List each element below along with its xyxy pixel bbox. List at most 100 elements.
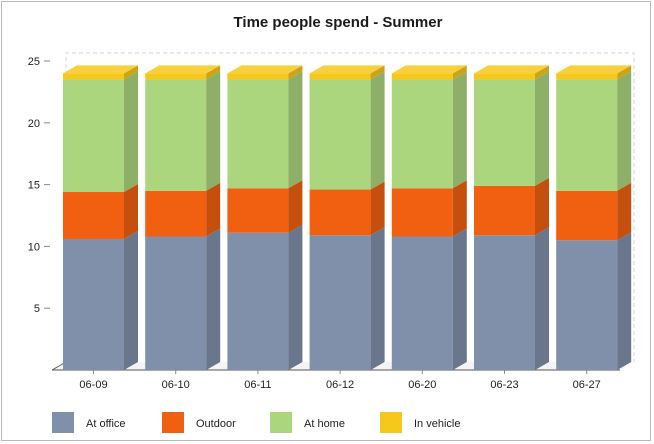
bar-side — [617, 65, 632, 80]
bar-front — [227, 73, 289, 80]
bar-front — [63, 79, 124, 193]
bar-top — [391, 65, 467, 74]
bar-front — [63, 73, 124, 80]
bar-side — [617, 71, 632, 191]
bar-segment — [474, 177, 549, 236]
bar-segment — [227, 224, 303, 370]
bar-side — [288, 71, 303, 189]
y-tick-label: 20 — [28, 118, 40, 130]
x-tick-label: 06-23 — [490, 379, 518, 391]
bar-side — [124, 65, 138, 80]
bar-front — [474, 235, 535, 370]
bar-segment — [391, 71, 467, 189]
bar-side — [206, 182, 221, 237]
bar-segment — [309, 65, 385, 80]
bar-front — [309, 79, 371, 190]
bar-front — [227, 79, 289, 189]
bar-side — [452, 180, 467, 237]
bar-side — [206, 228, 221, 370]
bar-side — [535, 177, 549, 236]
legend-swatch — [52, 412, 74, 433]
bar-front — [391, 79, 453, 189]
bar-segment — [391, 65, 467, 80]
bar-front — [145, 79, 207, 191]
bar-segment — [227, 180, 303, 233]
bar-side — [124, 184, 138, 239]
bar-front — [145, 73, 207, 80]
bar-side — [535, 227, 549, 370]
bar-segment — [474, 227, 549, 370]
bar-segment — [227, 65, 303, 80]
bar-segment — [145, 65, 221, 80]
plot-area: 5 10 15 20 25 06-09 06-10 06-11 06-12 06-20 06-23 0… — [28, 52, 635, 391]
bar-top — [474, 65, 549, 74]
legend-label: At office — [86, 418, 126, 430]
bar-side — [370, 227, 385, 370]
bar-side — [617, 232, 632, 370]
bar-segment — [63, 230, 138, 370]
bar-side — [370, 71, 385, 190]
bar-segment — [391, 180, 467, 237]
x-tick-label: 06-20 — [408, 379, 436, 391]
bar-segment — [145, 71, 221, 191]
bar-segment — [474, 71, 549, 186]
bar-side — [124, 230, 138, 370]
legend-label: In vehicle — [414, 418, 460, 430]
bar-side — [535, 65, 549, 80]
x-tick-label: 06-12 — [326, 379, 354, 391]
bar-side — [288, 224, 303, 370]
bar-top — [145, 65, 221, 74]
bar-side — [288, 180, 303, 233]
bar-segment — [227, 71, 303, 189]
bar-front — [556, 240, 618, 370]
bar-segment — [309, 181, 385, 236]
x-tick-label: 06-11 — [244, 379, 271, 391]
bar-front — [474, 185, 535, 236]
bar-front — [145, 190, 207, 237]
bar-segment — [474, 65, 549, 80]
bar-front — [391, 236, 453, 370]
bar-segment — [391, 228, 467, 370]
bar-segment — [145, 228, 221, 370]
bar-side — [452, 228, 467, 370]
legend-item: At office — [52, 412, 126, 433]
y-tick-label: 25 — [28, 56, 40, 68]
bar-side — [370, 65, 385, 80]
bar-front — [474, 73, 535, 80]
bar-top — [227, 65, 303, 74]
bar-front — [309, 73, 371, 80]
x-tick-label: 06-09 — [79, 379, 107, 391]
legend-label: At home — [304, 418, 345, 430]
bar-front — [391, 188, 453, 237]
x-tick-label: 06-27 — [573, 379, 601, 391]
bar-front — [556, 73, 618, 80]
bar-front — [309, 235, 371, 370]
bar-front — [391, 73, 453, 80]
bar-segment — [556, 71, 632, 191]
bar-side — [124, 71, 138, 193]
bar-front — [63, 238, 124, 370]
bar-side — [288, 65, 303, 80]
bar-front — [309, 189, 371, 236]
bar-front — [556, 190, 618, 241]
y-tick-label: 10 — [28, 241, 40, 253]
bar-segment — [309, 227, 385, 370]
legend-item: In vehicle — [380, 412, 460, 433]
legend-swatch — [162, 412, 184, 433]
bar-segment — [556, 65, 632, 80]
bar-side — [617, 182, 632, 241]
legend-swatch — [380, 412, 402, 433]
bar-side — [535, 71, 549, 186]
bar-side — [206, 71, 221, 191]
bar-top — [63, 65, 138, 74]
y-tick-label: 15 — [28, 180, 40, 192]
bar-top — [309, 65, 385, 74]
bar-segment — [63, 65, 138, 80]
legend-item: Outdoor — [162, 412, 236, 433]
chart-title: Time people spend - Summer — [234, 14, 443, 31]
bar-front — [227, 188, 289, 233]
bar-segment — [63, 184, 138, 239]
bar-side — [370, 181, 385, 236]
bar-segment — [309, 71, 385, 190]
legend: At office Outdoor At home In vehicle — [52, 412, 460, 433]
